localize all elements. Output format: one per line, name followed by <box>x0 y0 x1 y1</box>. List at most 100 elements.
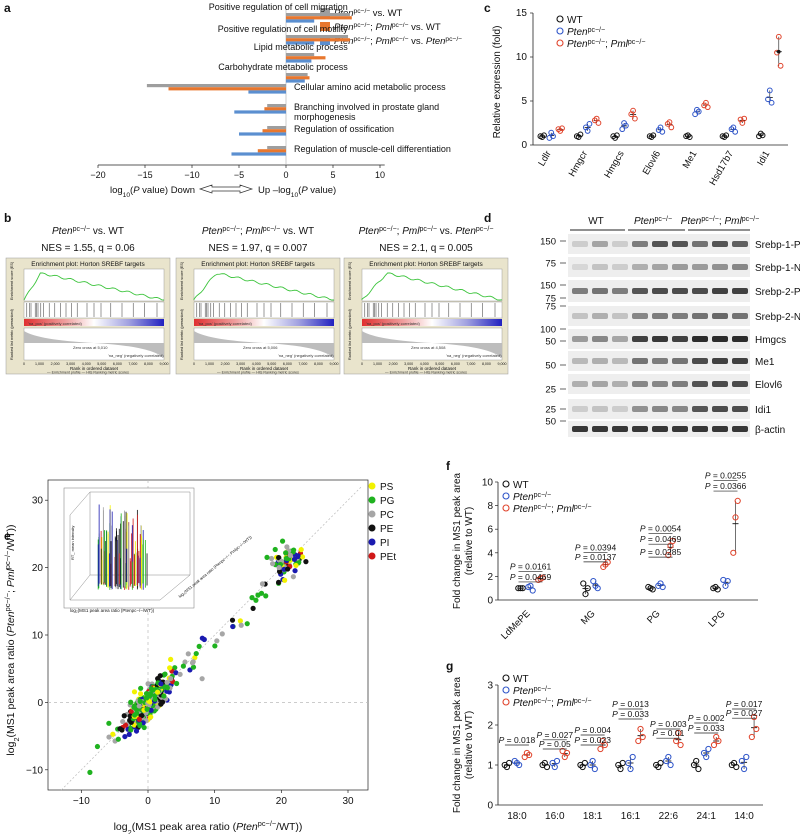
gsea-xtick: 1,000 <box>35 362 44 366</box>
bar <box>234 110 286 114</box>
blot-band <box>672 381 688 387</box>
legend-label: PC <box>380 510 394 521</box>
data-point <box>167 665 173 671</box>
gene-label: Elovl6 <box>641 149 663 177</box>
data-point <box>136 703 142 709</box>
mw-label: 150 <box>540 281 556 292</box>
data-point <box>137 691 144 697</box>
gsea-xtick: 6,000 <box>451 362 460 366</box>
p-value: P = 0.017 <box>726 699 763 709</box>
data-point <box>734 497 741 504</box>
legend-marker <box>368 538 376 546</box>
data-point <box>693 757 700 765</box>
x-tick-label: 0 <box>145 796 151 807</box>
gsea-legend: — Enrichment profile — Hits Ranking metr… <box>47 371 129 375</box>
data-point <box>87 769 93 776</box>
data-point <box>673 737 680 745</box>
inset-box <box>69 491 191 601</box>
legend-label: PG <box>380 496 395 507</box>
gsea-nes: NES = 2.1, q = 0.005 <box>379 243 473 254</box>
data-point <box>748 733 755 741</box>
bar <box>286 16 352 20</box>
gsea-xtick: 5,000 <box>435 362 444 366</box>
y-axis-label: Fold change in MS1 peak area <box>452 676 463 813</box>
data-point <box>730 549 737 556</box>
x-axis-label: log2(MS1 peak area ratio (Ptenpc−/−/WT)) <box>114 819 303 835</box>
category-label: LdMePE <box>499 608 533 642</box>
p-value: P = 0.002 <box>688 713 725 723</box>
inset-zlabel: RT_ mean intensity <box>70 526 75 560</box>
zero-cross: Zero cross at 5,006 <box>243 345 278 350</box>
blot-band <box>672 336 688 342</box>
data-point <box>120 718 126 725</box>
panel-letter-e: e <box>4 529 11 543</box>
data-point <box>553 757 561 765</box>
data-point <box>586 120 593 127</box>
down-term-label: Regulation of ossification <box>294 124 394 134</box>
y-tick-label: 4 <box>487 548 493 559</box>
data-point <box>649 586 656 593</box>
data-point <box>201 636 207 643</box>
data-point <box>133 728 140 734</box>
blot-band <box>692 288 708 294</box>
gsea-ylabel: Ranked list metric (preranked) <box>10 308 14 360</box>
blot-band <box>592 241 608 247</box>
gsea-xtick: 6,000 <box>283 362 292 366</box>
data-point <box>158 701 164 707</box>
data-point <box>154 689 161 695</box>
data-point <box>757 130 764 137</box>
legend-marker <box>502 492 510 500</box>
data-point <box>753 725 760 733</box>
gsea-xtick: 9,000 <box>498 362 507 366</box>
blot-band <box>632 336 648 342</box>
data-point <box>180 663 186 669</box>
bar <box>264 107 286 111</box>
gsea-xtick: 7,000 <box>128 362 137 366</box>
gsea-title: Ptenpc−/− vs. WT <box>52 226 124 238</box>
y-tick-label: 8 <box>487 501 493 512</box>
bar <box>146 84 286 88</box>
data-point <box>715 737 722 745</box>
gsea-xtick: 0 <box>23 362 25 366</box>
legend-label: WT <box>513 480 529 491</box>
legend-label: Ptenpc−/− <box>513 492 551 504</box>
gsea-xtick: 4,000 <box>252 362 261 366</box>
bar <box>267 146 286 150</box>
data-point <box>665 753 672 761</box>
gsea-xlabel: Rank in ordered dataset <box>408 366 457 371</box>
data-point <box>196 643 202 649</box>
data-point <box>283 555 289 562</box>
zero-cross: Zero cross at 5,010 <box>73 345 108 350</box>
x-tick-label: 20 <box>276 796 288 807</box>
bar <box>286 79 305 83</box>
bar <box>286 59 312 63</box>
data-point <box>768 99 775 106</box>
legend-marker <box>502 480 510 488</box>
gsea-xlabel: Rank in ordered dataset <box>240 366 289 371</box>
data-point <box>597 745 604 753</box>
data-point <box>777 62 784 69</box>
data-point <box>164 679 170 685</box>
y-tick-label: 2 <box>487 572 493 583</box>
data-point <box>134 710 140 716</box>
data-point <box>685 132 691 139</box>
data-point <box>622 122 629 129</box>
data-point <box>657 759 664 767</box>
pos-label: 'na_pos' (positively correlated) <box>198 321 252 326</box>
gsea-xtick: 8,000 <box>314 362 323 366</box>
panel-d: WT Ptenpc−/− Ptenpc−/−; Pmlpc−/− Srebp-1-P S… <box>540 216 800 437</box>
blot-band <box>712 336 728 342</box>
legend-label: Ptenpc−/−; Pmlpc−/− vs. WT <box>334 22 441 34</box>
blot-band <box>732 288 748 294</box>
bar <box>257 149 286 153</box>
blot-band <box>612 406 628 412</box>
data-point <box>667 761 674 769</box>
data-point <box>539 574 546 581</box>
data-point <box>581 759 588 767</box>
y-axis-label: log2(MS1 peak area ratio (Ptenpc−/−; Pml… <box>3 524 21 755</box>
p-value: P = 0.027 <box>536 730 573 740</box>
category-label: 22:6 <box>659 811 679 822</box>
blot-band <box>592 426 608 432</box>
gsea-xtick: 6,000 <box>113 362 122 366</box>
